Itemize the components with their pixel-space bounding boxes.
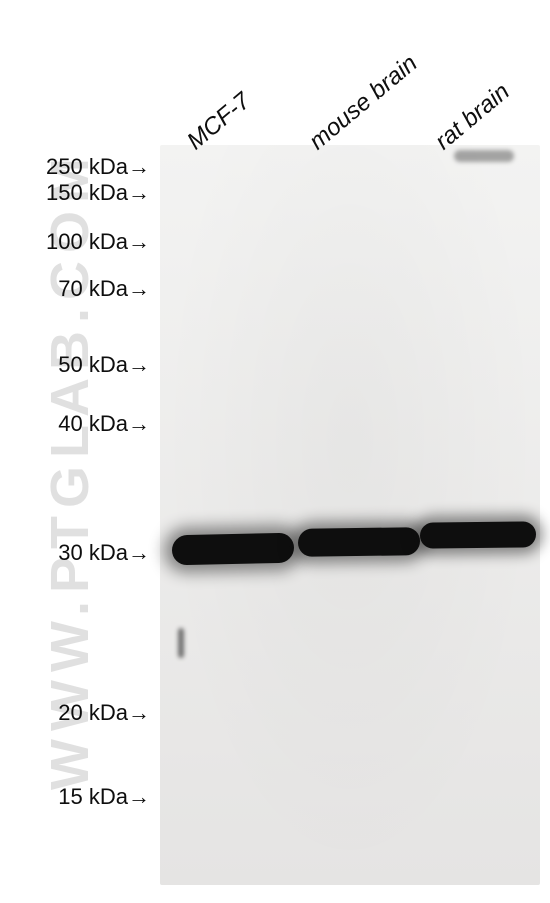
protein-band [298, 527, 420, 557]
arrow-icon: → [128, 411, 150, 436]
ladder-marker-text: 50 kDa [58, 352, 128, 377]
blot-smudge [178, 628, 184, 658]
blot-background [160, 145, 540, 885]
ladder-marker-text: 15 kDa [58, 784, 128, 809]
ladder-marker-text: 40 kDa [58, 411, 128, 436]
blot-smudge [454, 150, 514, 162]
arrow-icon: → [128, 180, 150, 205]
arrow-icon: → [128, 540, 150, 565]
ladder-marker: 20 kDa→ [58, 700, 150, 726]
arrow-icon: → [128, 229, 150, 254]
protein-band [172, 533, 294, 566]
ladder-marker-text: 30 kDa [58, 540, 128, 565]
ladder-marker: 70 kDa→ [58, 276, 150, 302]
ladder-marker: 30 kDa→ [58, 540, 150, 566]
arrow-icon: → [128, 700, 150, 725]
ladder-marker: 40 kDa→ [58, 411, 150, 437]
lane-label-text: rat brain [430, 78, 515, 155]
ladder-marker: 15 kDa→ [58, 784, 150, 810]
blot-area [160, 145, 540, 885]
protein-band [420, 521, 536, 548]
ladder-marker: 100 kDa→ [46, 229, 150, 255]
arrow-icon: → [128, 154, 150, 179]
ladder-marker-text: 100 kDa [46, 229, 128, 254]
figure-root: 250 kDa→150 kDa→100 kDa→70 kDa→50 kDa→40… [0, 0, 550, 903]
ladder-marker-text: 20 kDa [58, 700, 128, 725]
ladder-marker: 50 kDa→ [58, 352, 150, 378]
arrow-icon: → [128, 276, 150, 301]
lane-label: mouse brain [304, 50, 423, 156]
ladder-marker-text: 150 kDa [46, 180, 128, 205]
lane-label-text: mouse brain [304, 50, 423, 156]
ladder-marker-text: 250 kDa [46, 154, 128, 179]
arrow-icon: → [128, 784, 150, 809]
ladder-marker-text: 70 kDa [58, 276, 128, 301]
ladder-marker: 250 kDa→ [46, 154, 150, 180]
arrow-icon: → [128, 352, 150, 377]
ladder-marker: 150 kDa→ [46, 180, 150, 206]
